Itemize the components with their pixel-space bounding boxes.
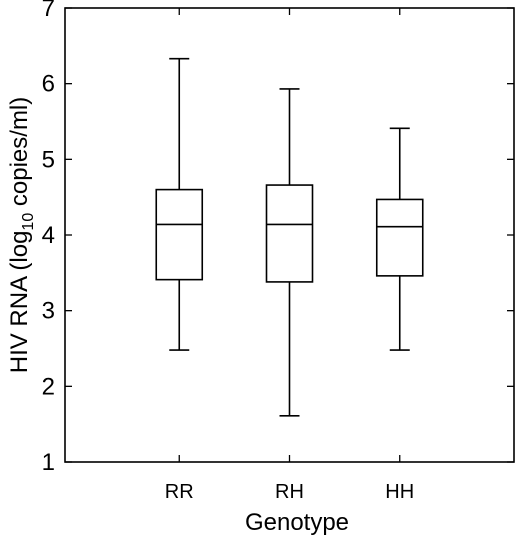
- box-rr: [155, 57, 204, 351]
- x-axis-ticks: RR RH HH: [165, 8, 414, 503]
- y-tick-label: 1: [42, 449, 55, 476]
- y-axis-label: HIV RNA (log10 copies/ml): [6, 97, 37, 374]
- iqr-box: [265, 184, 314, 283]
- iqr-box: [375, 198, 424, 277]
- y-axis-label-main: HIV RNA (log: [6, 231, 33, 374]
- y-tick-label: 3: [42, 298, 55, 325]
- x-axis-label: Genotype: [245, 509, 349, 536]
- x-tick-label: RR: [165, 481, 194, 503]
- y-tick-label: 5: [42, 146, 55, 173]
- y-axis-label-subscript: 10: [20, 213, 37, 231]
- y-tick-label: 6: [42, 71, 55, 98]
- box-hh: [375, 127, 424, 351]
- y-axis-ticks: 1 2 3 4 5 6 7: [42, 0, 514, 476]
- iqr-box: [155, 188, 204, 281]
- y-tick-label: 7: [42, 0, 55, 22]
- y-tick-label: 2: [42, 373, 55, 400]
- plot-area: 1 2 3 4 5 6 7 RR RH HH: [42, 0, 515, 503]
- x-tick-label: HH: [385, 481, 414, 503]
- box-rh: [265, 88, 314, 417]
- y-axis-label-tail: copies/ml): [6, 97, 33, 213]
- box-series: [155, 57, 424, 417]
- y-tick-label: 4: [42, 222, 55, 249]
- x-tick-label: RH: [275, 481, 304, 503]
